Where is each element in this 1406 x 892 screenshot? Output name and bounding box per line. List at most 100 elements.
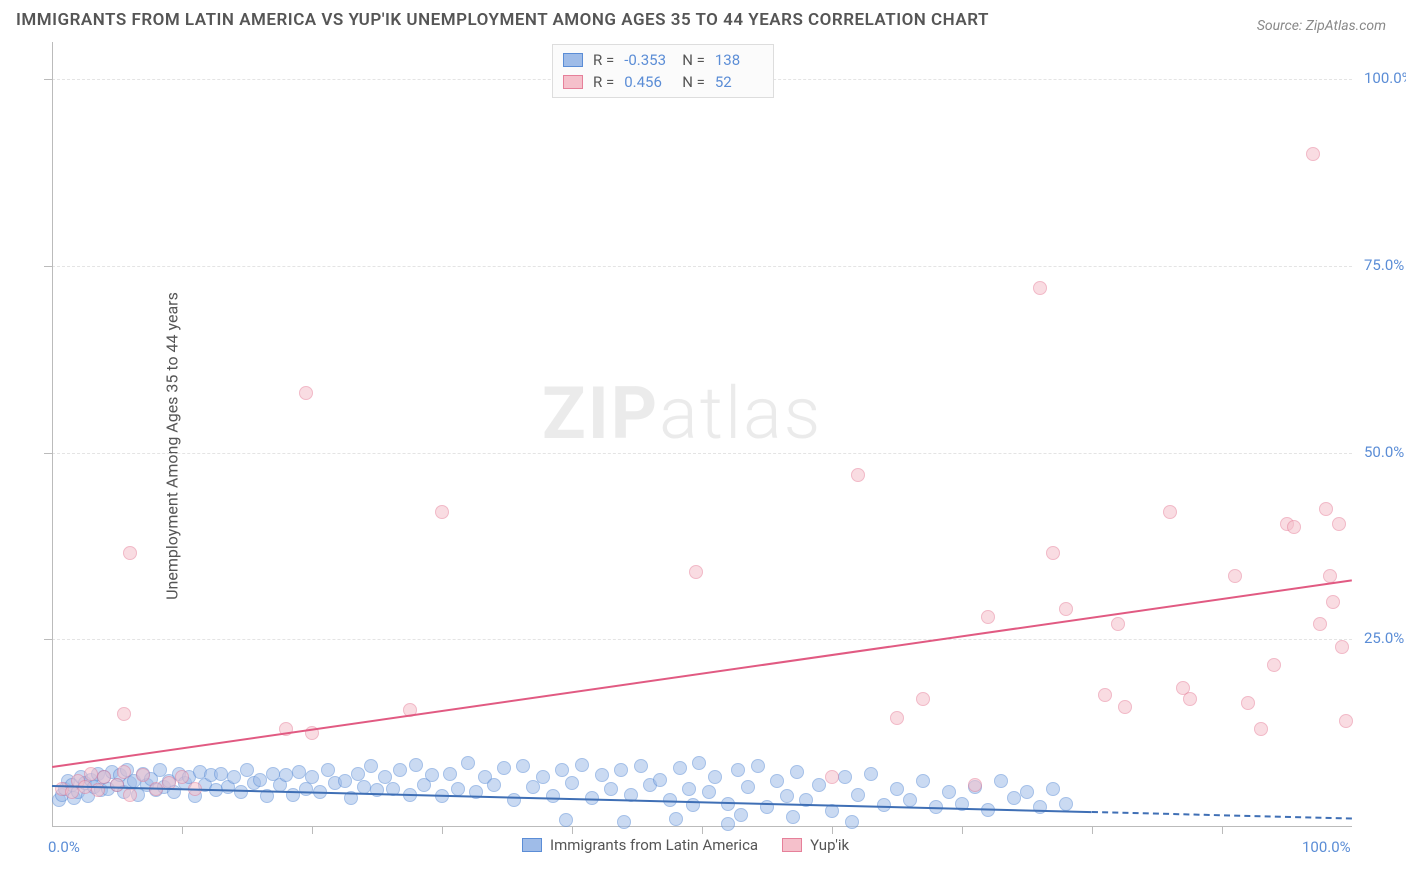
data-point: [653, 773, 667, 787]
data-point: [741, 780, 755, 794]
correlation-legend-row: R =-0.353N =138: [563, 49, 763, 71]
data-point: [1339, 714, 1353, 728]
data-point: [692, 756, 706, 770]
y-tick-label: 50.0%: [1364, 443, 1404, 461]
data-point: [1118, 700, 1132, 714]
data-point: [1033, 281, 1047, 295]
correlation-legend-row: R =0.456N =52: [563, 71, 763, 93]
data-point: [393, 763, 407, 777]
data-point: [1163, 505, 1177, 519]
x-tick-mark: [1222, 826, 1223, 834]
trend-line: [1092, 811, 1352, 820]
data-point: [734, 808, 748, 822]
legend-swatch: [563, 53, 583, 67]
x-tick-mark: [572, 826, 573, 834]
data-point: [234, 785, 248, 799]
y-tick-mark: [44, 453, 52, 454]
y-tick-label: 100.0%: [1364, 69, 1406, 87]
series-legend-label: Immigrants from Latin America: [550, 836, 758, 854]
data-point: [721, 817, 735, 831]
data-point: [536, 770, 550, 784]
data-point: [1306, 147, 1320, 161]
data-point: [780, 789, 794, 803]
x-tick-label-min: 0.0%: [48, 838, 80, 856]
data-point: [123, 788, 137, 802]
legend-swatch: [563, 75, 583, 89]
data-point: [864, 767, 878, 781]
data-point: [409, 758, 423, 772]
data-point: [731, 763, 745, 777]
data-point: [555, 763, 569, 777]
x-tick-mark: [702, 826, 703, 834]
x-tick-mark: [182, 826, 183, 834]
data-point: [546, 789, 560, 803]
chart-title: IMMIGRANTS FROM LATIN AMERICA VS YUP'IK …: [16, 10, 989, 30]
data-point: [916, 774, 930, 788]
data-point: [1254, 722, 1268, 736]
data-point: [617, 815, 631, 829]
data-point: [614, 763, 628, 777]
trend-line: [52, 580, 1352, 769]
y-tick-mark: [44, 639, 52, 640]
gridline: [52, 639, 1352, 640]
data-point: [1287, 520, 1301, 534]
data-point: [575, 758, 589, 772]
data-point: [1183, 692, 1197, 706]
data-point: [364, 759, 378, 773]
data-point: [673, 761, 687, 775]
data-point: [838, 770, 852, 784]
legend-swatch: [782, 838, 802, 852]
data-point: [1046, 782, 1060, 796]
data-point: [305, 770, 319, 784]
data-point: [299, 386, 313, 400]
data-point: [669, 812, 683, 826]
data-point: [994, 774, 1008, 788]
data-point: [1241, 696, 1255, 710]
data-point: [1332, 517, 1346, 531]
source-attribution: Source: ZipAtlas.com: [1257, 18, 1386, 34]
x-tick-mark: [962, 826, 963, 834]
data-point: [443, 767, 457, 781]
y-tick-label: 25.0%: [1364, 629, 1404, 647]
data-point: [487, 778, 501, 792]
data-point: [890, 782, 904, 796]
data-point: [702, 785, 716, 799]
data-point: [507, 793, 521, 807]
r-value: -0.353: [624, 51, 672, 69]
data-point: [851, 468, 865, 482]
data-point: [559, 813, 573, 827]
data-point: [1046, 546, 1060, 560]
gridline: [52, 453, 1352, 454]
data-point: [253, 773, 267, 787]
data-point: [110, 778, 124, 792]
data-point: [1098, 688, 1112, 702]
data-point: [1228, 569, 1242, 583]
n-value: 138: [715, 51, 763, 69]
r-label: R =: [593, 51, 614, 69]
data-point: [942, 785, 956, 799]
data-point: [117, 765, 131, 779]
gridline: [52, 266, 1352, 267]
data-point: [321, 763, 335, 777]
legend-swatch: [522, 838, 542, 852]
data-point: [825, 770, 839, 784]
data-point: [214, 767, 228, 781]
data-point: [565, 776, 579, 790]
data-point: [1033, 800, 1047, 814]
correlation-legend: R =-0.353N =138R =0.456N =52: [552, 44, 774, 98]
data-point: [1335, 640, 1349, 654]
data-point: [916, 692, 930, 706]
y-axis: [52, 42, 53, 826]
data-point: [497, 761, 511, 775]
data-point: [435, 505, 449, 519]
data-point: [595, 768, 609, 782]
data-point: [451, 782, 465, 796]
data-point: [770, 774, 784, 788]
x-tick-mark: [1092, 826, 1093, 834]
data-point: [240, 763, 254, 777]
data-point: [968, 778, 982, 792]
data-point: [604, 782, 618, 796]
data-point: [286, 788, 300, 802]
data-point: [1326, 595, 1340, 609]
series-legend-item: Yup'ik: [782, 836, 849, 854]
